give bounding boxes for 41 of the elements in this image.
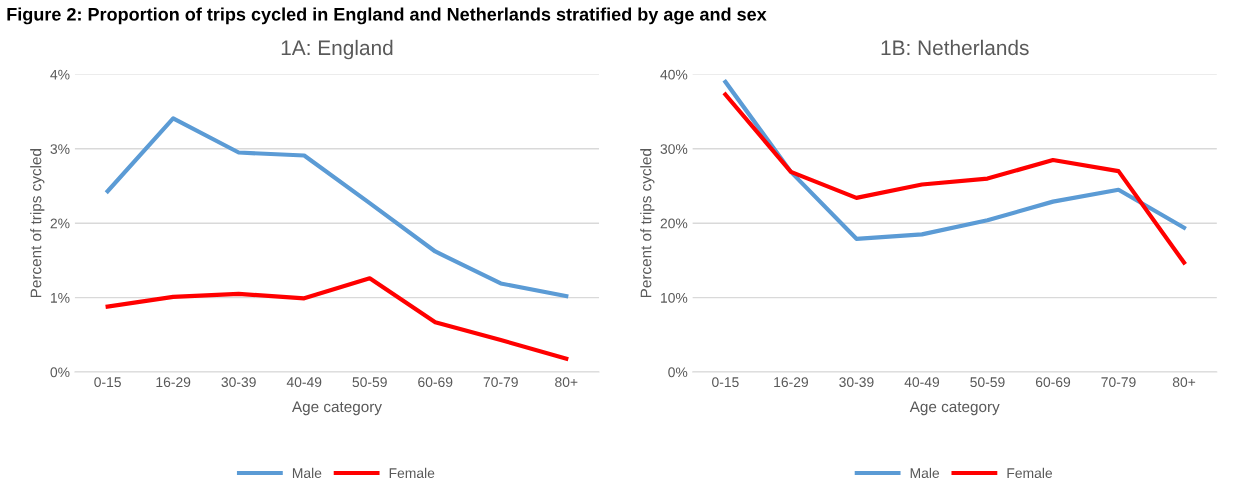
x-tick-label: 70-79 bbox=[483, 377, 518, 388]
legend-label: Male bbox=[910, 467, 940, 479]
x-tick-label: 0-15 bbox=[94, 377, 121, 388]
legend-label: Female bbox=[1007, 467, 1053, 479]
x-tick-label: 50-59 bbox=[352, 377, 387, 388]
y-tick-label: 0% bbox=[50, 367, 70, 378]
y-tick-label: 20% bbox=[660, 218, 688, 229]
legend-label: Female bbox=[389, 467, 435, 479]
line-series bbox=[105, 116, 569, 299]
x-tick-label: 16-29 bbox=[774, 377, 809, 388]
caption: Figure 2: Proportion of trips cycled in England and Netherlands stratified by age and sex bbox=[7, 7, 767, 25]
y-axis-title: Percent of trips cycled bbox=[30, 149, 45, 298]
y-tick-label: 40% bbox=[660, 69, 688, 80]
x-tick-label: 80+ bbox=[1172, 377, 1196, 388]
x-axis-title: Age category bbox=[909, 401, 1000, 416]
y-tick-label: 3% bbox=[50, 144, 70, 154]
line-series bbox=[723, 92, 1187, 265]
y-tick-label: 30% bbox=[660, 144, 688, 154]
x-axis-title: Age category bbox=[291, 401, 382, 416]
x-tick-label: 60-69 bbox=[418, 377, 453, 388]
y-tick-label: 0% bbox=[668, 367, 688, 378]
line-series bbox=[723, 79, 1187, 241]
x-tick-label: 70-79 bbox=[1101, 377, 1136, 388]
x-tick-label: 16-29 bbox=[156, 377, 191, 388]
x-tick-label: 60-69 bbox=[1035, 377, 1071, 388]
y-tick-label: 1% bbox=[51, 292, 70, 303]
y-tick-label: 10% bbox=[661, 292, 688, 303]
y-tick-label: 2% bbox=[50, 218, 70, 229]
x-tick-label: 80+ bbox=[555, 377, 578, 388]
x-tick-label: 30-39 bbox=[221, 377, 256, 388]
line-series bbox=[105, 276, 569, 361]
x-tick-label: 40-49 bbox=[286, 377, 322, 388]
x-tick-label: 0-15 bbox=[712, 377, 739, 388]
x-tick-label: 40-49 bbox=[904, 377, 940, 388]
x-tick-label: 50-59 bbox=[970, 377, 1005, 388]
chart-title: 1A: England bbox=[281, 39, 393, 60]
legend-label: Male bbox=[292, 467, 322, 479]
x-tick-label: 30-39 bbox=[839, 377, 874, 388]
chart-title: 1B: Netherlands bbox=[881, 39, 1029, 56]
y-axis-title: Percent of trips cycled bbox=[640, 149, 655, 298]
y-tick-label: 4% bbox=[50, 69, 70, 80]
